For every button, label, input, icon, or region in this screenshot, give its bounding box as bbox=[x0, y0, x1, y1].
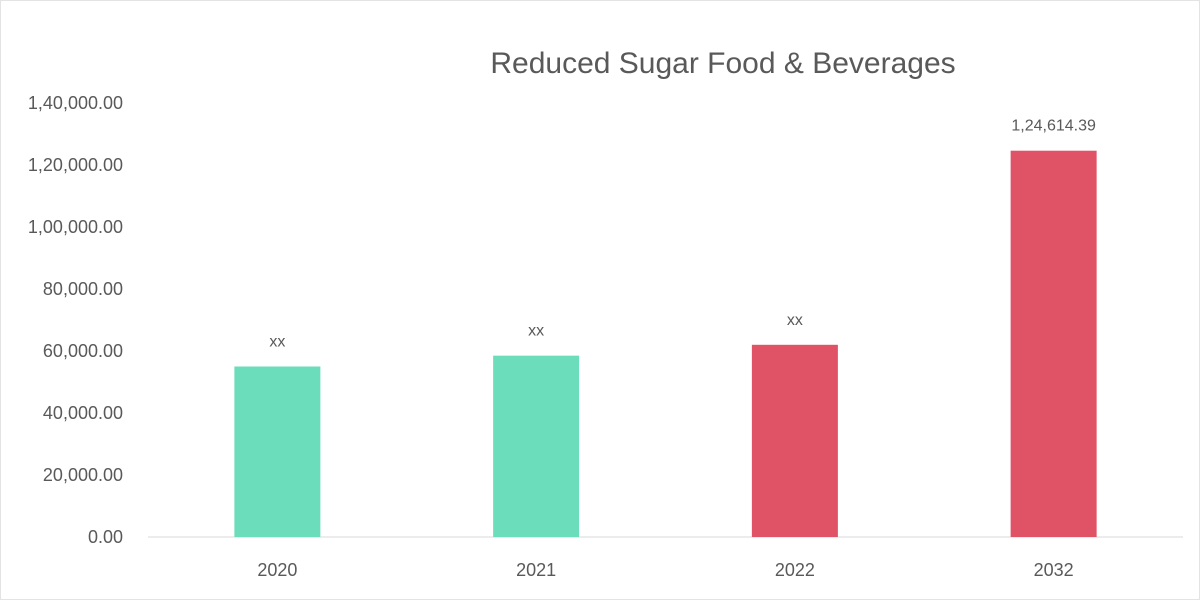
bar-2020 bbox=[234, 366, 321, 537]
y-tick-label: 1,40,000.00 bbox=[28, 93, 123, 113]
bar-labels: xx xx xx 1,24,614.39 bbox=[269, 118, 1096, 351]
y-tick-label: 20,000.00 bbox=[43, 465, 123, 485]
chart-title: Reduced Sugar Food & Beverages bbox=[490, 47, 955, 80]
x-axis: 2020 2021 2022 2032 bbox=[148, 536, 1183, 580]
y-tick-label: 60,000.00 bbox=[43, 341, 123, 361]
bars bbox=[234, 150, 1097, 538]
y-tick-label: 1,20,000.00 bbox=[28, 155, 123, 175]
y-tick-label: 40,000.00 bbox=[43, 403, 123, 423]
bar-2032 bbox=[1010, 150, 1097, 538]
y-tick-label: 80,000.00 bbox=[43, 279, 123, 299]
x-tick-label: 2021 bbox=[516, 560, 556, 580]
data-label-2032: 1,24,614.39 bbox=[1011, 118, 1096, 135]
bar-2021 bbox=[493, 355, 580, 537]
y-tick-label: 1,00,000.00 bbox=[28, 217, 123, 237]
data-label-2022: xx bbox=[787, 312, 803, 329]
y-axis: 0.00 20,000.00 40,000.00 60,000.00 80,000.00… bbox=[28, 93, 123, 547]
bar-2022 bbox=[751, 344, 838, 537]
y-tick-label: 0.00 bbox=[88, 527, 123, 547]
x-tick-label: 2032 bbox=[1034, 560, 1074, 580]
x-tick-label: 2020 bbox=[257, 560, 297, 580]
x-tick-label: 2022 bbox=[775, 560, 815, 580]
data-label-2021: xx bbox=[528, 323, 544, 340]
data-label-2020: xx bbox=[269, 334, 285, 351]
